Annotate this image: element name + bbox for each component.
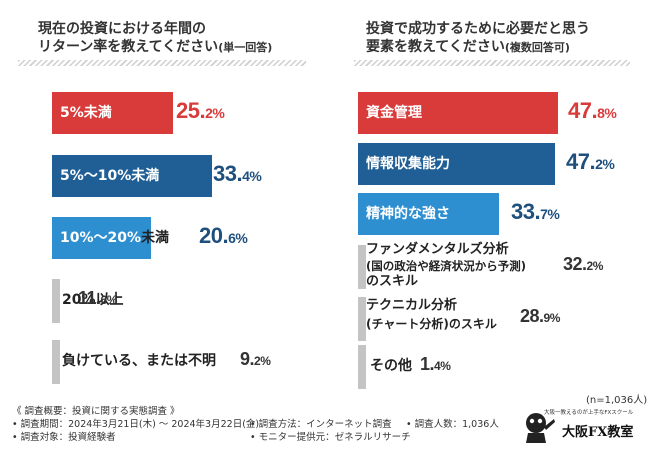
bar-label-1-1: 情報収集能力	[366, 156, 450, 172]
right-label-fundamental: ファンダメンタルズ分析 (国の政治や経済状況から予測) のスキル	[366, 242, 527, 289]
company-logo: 大阪一教えるのが上手なFXスクール 大阪FX教室	[518, 405, 648, 445]
bar-label-1-0: 資金管理	[366, 105, 422, 121]
bar-0-0	[52, 92, 173, 134]
bar-1-0	[358, 92, 558, 134]
bar-value-0-3: 11.6%	[78, 288, 117, 308]
bar-value-0-4: 9.2%	[240, 349, 271, 369]
survey-method: • 調査方法：インターネット調査	[250, 419, 392, 430]
bar-1-3	[358, 245, 366, 289]
left-title-underline	[18, 60, 306, 66]
left-title-line2: リターン率を教えてください	[38, 39, 219, 55]
right-label-technical: テクニカル分析 (チャート分析)のスキル	[366, 298, 497, 331]
left-title-paren: (単一回答)	[218, 41, 273, 54]
survey-summary-heading: 《 調査概要：投資に関する実態調査 》	[12, 406, 180, 417]
bar-value-1-3: 32.2%	[563, 254, 603, 274]
bar-label-0-1: 5%〜10%未満	[60, 168, 160, 184]
bar-1-1	[358, 143, 555, 185]
bar-1-2	[358, 193, 499, 235]
bar-value-1-4: 28.9%	[520, 306, 560, 326]
bar-1-5	[358, 345, 366, 389]
bar-value-1-5: 1.4%	[420, 354, 451, 374]
survey-target: • 調査対象：投資経験者	[12, 432, 116, 443]
bar-value-1-2: 33.7%	[511, 199, 560, 224]
bar-value-1-0: 47.8%	[568, 98, 617, 123]
bar-label-0-3: 20%以上	[62, 292, 124, 308]
right-chart-title: 投資で成功するために必要だと思う 要素を教えてください(複数回答可)	[366, 20, 590, 57]
bar-value-1-1: 47.2%	[566, 149, 615, 174]
bar-0-4	[52, 340, 60, 384]
sample-size-label: (n=1,036人)	[586, 395, 648, 406]
survey-count: • 調査人数：1,036人	[406, 419, 499, 430]
bar-0-1	[52, 155, 212, 197]
bar-label-0-0: 5%未満	[60, 105, 112, 121]
bar-value-0-2: 20.6%	[199, 223, 248, 248]
logo-name: 大阪FX教室	[562, 425, 634, 440]
bar-1-4	[358, 297, 366, 341]
fx-mascot-icon	[526, 413, 555, 443]
bar-label-1-2: 精神的な強さ	[366, 206, 450, 222]
right-title-underline	[354, 60, 630, 66]
bar-label-0-2: 10%〜20%未満	[60, 230, 170, 246]
bar-label-0-4: 負けている、または不明	[62, 353, 216, 369]
bar-0-2	[52, 217, 151, 259]
right-title-line1: 投資で成功するために必要だと思う	[366, 21, 590, 37]
right-title-paren: (複数回答可)	[504, 41, 570, 54]
survey-monitor: • モニター提供元：ゼネラルリサーチ	[250, 432, 411, 443]
bar-value-0-0: 25.2%	[176, 98, 225, 123]
left-title-line1: 現在の投資における年間の	[38, 21, 206, 37]
logo-tagline: 大阪一教えるのが上手なFXスクール	[544, 410, 634, 416]
bar-0-3	[52, 279, 60, 323]
right-title-line2: 要素を教えてください	[366, 39, 505, 55]
bar-label-1-5: その他	[370, 358, 412, 374]
survey-period: • 調査期間：2024年3月21日(木) ～ 2024年3月22日(金)	[12, 419, 260, 430]
bar-value-0-1: 33.4%	[213, 161, 262, 186]
left-chart-title: 現在の投資における年間の リターン率を教えてください(単一回答)	[38, 20, 272, 57]
